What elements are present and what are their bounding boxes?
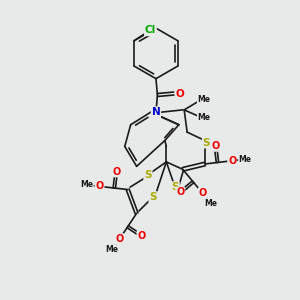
Text: Me: Me xyxy=(205,199,218,208)
Text: Me: Me xyxy=(198,95,211,104)
Text: Me: Me xyxy=(239,155,252,164)
Text: S: S xyxy=(149,192,157,202)
Text: O: O xyxy=(176,88,185,98)
Text: Me: Me xyxy=(198,113,211,122)
Text: S: S xyxy=(203,138,210,148)
Text: O: O xyxy=(176,188,184,197)
Text: S: S xyxy=(144,170,152,180)
Text: O: O xyxy=(228,156,236,166)
Text: O: O xyxy=(112,167,120,176)
Text: S: S xyxy=(172,182,179,192)
Text: O: O xyxy=(137,231,146,241)
Text: Cl: Cl xyxy=(145,26,156,35)
Text: N: N xyxy=(152,107,160,117)
Text: Me: Me xyxy=(106,245,119,254)
Text: O: O xyxy=(199,188,207,198)
Text: O: O xyxy=(212,141,220,151)
Text: O: O xyxy=(115,234,124,244)
Text: Me: Me xyxy=(80,181,93,190)
Text: O: O xyxy=(95,182,104,191)
